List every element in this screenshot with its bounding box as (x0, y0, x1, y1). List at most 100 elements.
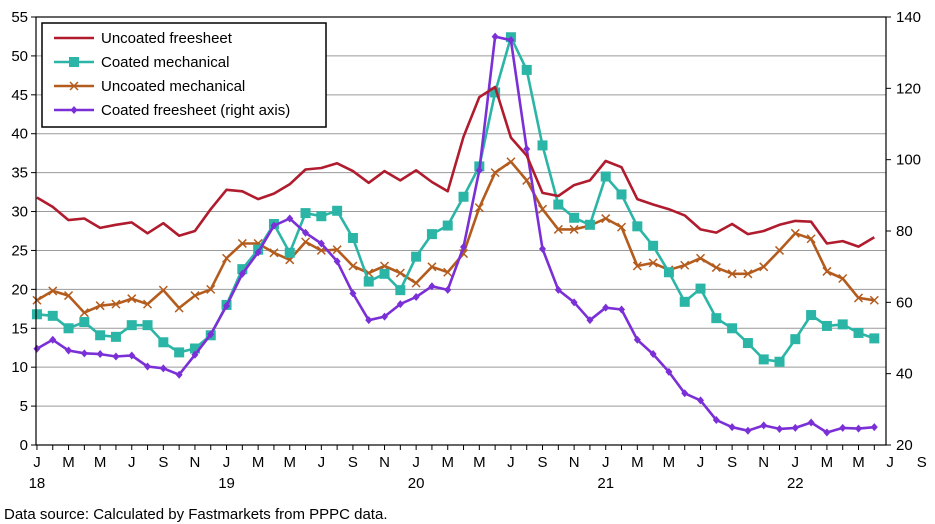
data-point (569, 212, 580, 223)
x-tick-label: J (318, 454, 326, 471)
data-point (363, 276, 374, 287)
x-tick-label: M (62, 454, 75, 471)
data-point (743, 269, 753, 279)
data-point (632, 221, 643, 232)
data-point (144, 362, 152, 371)
data-point (632, 261, 642, 271)
data-point (174, 303, 184, 313)
x-tick-label: S (727, 454, 737, 471)
data-point (838, 273, 848, 283)
data-point (681, 389, 689, 398)
data-point (618, 305, 626, 314)
data-point (32, 295, 42, 305)
series-line (36, 85, 875, 248)
x-year-label: 22 (787, 475, 804, 492)
data-point (65, 346, 73, 355)
x-tick-label: J (128, 454, 136, 471)
data-point (112, 352, 120, 361)
y-tick-label: 55 (11, 9, 28, 26)
data-point (159, 364, 167, 373)
data-point (284, 247, 295, 258)
data-point (711, 313, 722, 324)
data-point (553, 199, 564, 210)
y-tick-label: 20 (11, 281, 28, 298)
data-point (869, 333, 880, 344)
y-tick-label: 45 (11, 87, 28, 104)
data-point (697, 396, 705, 405)
data-point (411, 251, 422, 262)
data-point (269, 248, 279, 258)
y2-tick-label: 100 (896, 152, 921, 169)
data-point (839, 423, 847, 432)
data-point (758, 354, 769, 365)
data-point (490, 87, 501, 98)
x-tick-label: S (917, 454, 927, 471)
x-tick-label: M (821, 454, 834, 471)
data-point (601, 214, 611, 224)
data-point (49, 335, 57, 344)
data-point (301, 237, 311, 247)
data-point (110, 331, 121, 342)
legend-item: Uncoated freesheet (54, 30, 233, 47)
data-point (270, 221, 278, 230)
data-point (47, 310, 58, 321)
y-tick-label: 35 (11, 165, 28, 182)
data-point (759, 262, 769, 272)
data-point (158, 337, 169, 348)
data-point (806, 310, 817, 321)
data-point (648, 258, 658, 268)
x-tick-label: N (190, 454, 201, 471)
series-uncoated-freesheet (36, 85, 875, 248)
series-coated-mechanical (31, 32, 880, 367)
data-point (333, 257, 341, 266)
data-point (223, 301, 231, 310)
data-point (822, 266, 832, 276)
data-point (379, 268, 390, 279)
data-point (869, 295, 879, 305)
data-point (806, 234, 816, 244)
data-point (317, 239, 325, 248)
axis-ticks: 0 5 10 15 20 25 30 35 40 45 50 55 20 40 60 80 100 120 140 J… (11, 9, 927, 492)
data-point (158, 285, 168, 295)
data-point (586, 316, 594, 325)
y2-tick-label: 60 (896, 294, 913, 311)
x-tick-label: S (158, 454, 168, 471)
data-point (539, 244, 547, 253)
data-point (807, 418, 815, 427)
x-tick-label: M (441, 454, 454, 471)
x-year-label: 20 (408, 475, 425, 492)
data-point (616, 222, 627, 232)
data-point (712, 416, 720, 425)
data-point (300, 208, 311, 219)
data-point (412, 292, 420, 301)
data-point (506, 157, 516, 167)
data-point (742, 338, 753, 349)
y-tick-label: 50 (11, 48, 28, 65)
data-point (127, 294, 137, 304)
data-point (64, 291, 74, 301)
data-point (380, 261, 390, 271)
data-point (381, 312, 389, 321)
legend-item: Coated freesheet (right axis) (54, 102, 290, 119)
data-point (491, 32, 499, 41)
data-point (633, 335, 641, 344)
x-tick-label: M (473, 454, 486, 471)
data-point (237, 264, 248, 275)
data-point (584, 219, 595, 230)
data-point (711, 263, 721, 273)
x-tick-label: M (852, 454, 865, 471)
legend-item: Uncoated mechanical (54, 78, 245, 95)
data-point (823, 428, 831, 437)
data-point (95, 301, 105, 311)
data-point (695, 253, 706, 263)
data-point (286, 214, 294, 223)
legend-label: Coated freesheet (right axis) (101, 102, 290, 119)
data-point (79, 308, 89, 318)
y2-tick-label: 80 (896, 223, 913, 240)
y-tick-label: 40 (11, 126, 28, 143)
y2-tick-label: 20 (896, 437, 913, 454)
data-point (31, 309, 42, 320)
data-point (444, 285, 452, 294)
data-point (474, 203, 484, 213)
